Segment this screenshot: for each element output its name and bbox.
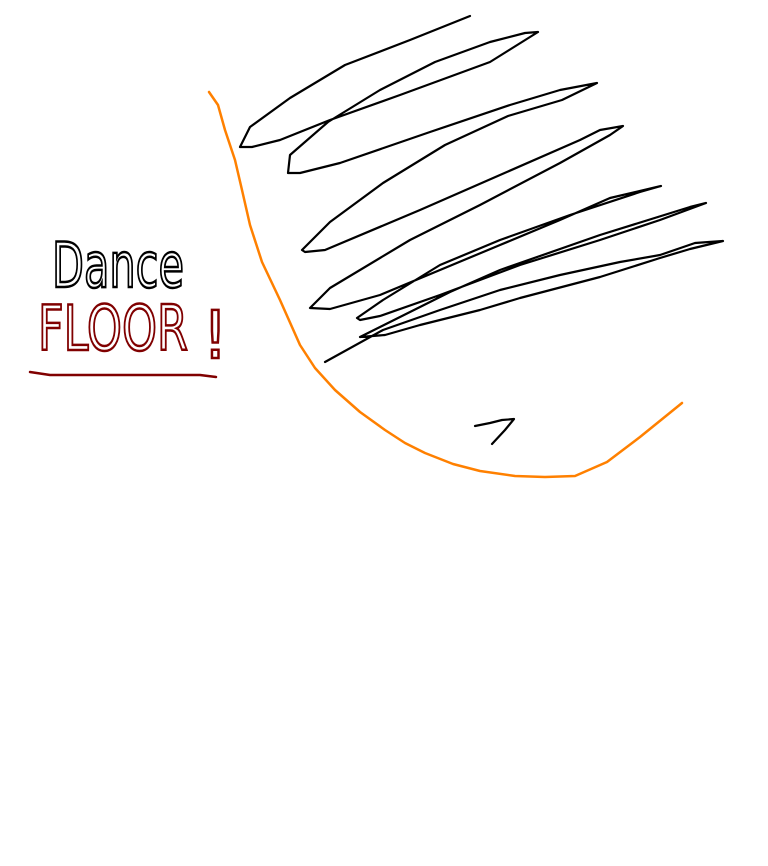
dance-text: Dance: [52, 229, 184, 302]
black-scribble-stroke: [238, 14, 725, 364]
exclamation-text: !: [202, 297, 228, 374]
small-squiggle-stroke: [473, 417, 516, 446]
floor-text: FLOOR: [38, 292, 188, 365]
underline-stroke: [28, 370, 218, 379]
orange-arc-stroke: [207, 90, 684, 479]
